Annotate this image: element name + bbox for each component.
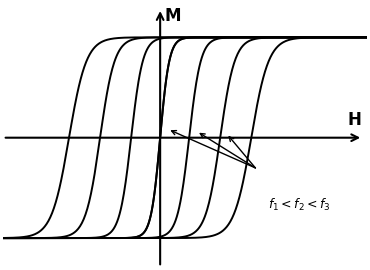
Text: H: H xyxy=(347,111,361,129)
Text: M: M xyxy=(164,7,181,25)
Text: $f_1 < f_2 < f_3$: $f_1 < f_2 < f_3$ xyxy=(268,197,330,213)
